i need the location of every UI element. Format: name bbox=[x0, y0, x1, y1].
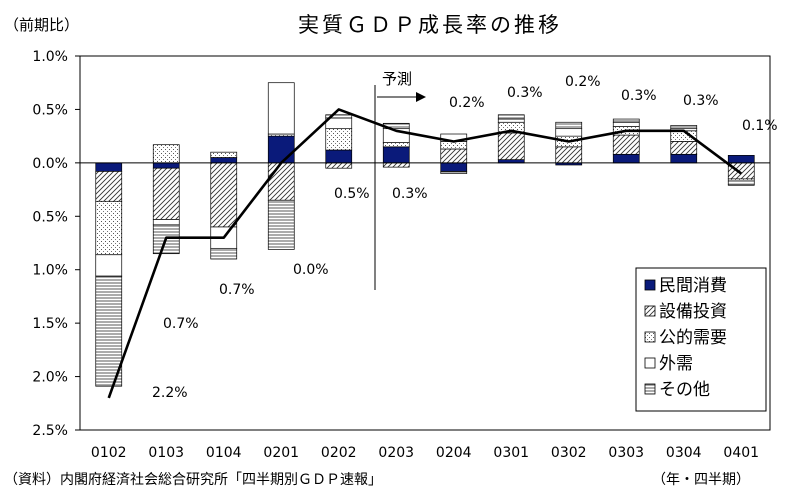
bar-segment bbox=[497, 118, 525, 123]
y-tick-label: 0.5% bbox=[32, 102, 68, 118]
data-label: 0.7% bbox=[219, 282, 255, 298]
bar-segment bbox=[670, 125, 698, 130]
y-tick-label: 1.0% bbox=[32, 49, 68, 65]
bar-segment bbox=[727, 183, 755, 186]
legend-swatch bbox=[644, 305, 656, 317]
bar-segment bbox=[382, 162, 410, 168]
y-tick-label: 2.5% bbox=[32, 423, 68, 439]
bar-segment bbox=[612, 153, 640, 164]
bar-segment bbox=[382, 142, 410, 148]
data-label: 0.3% bbox=[392, 186, 428, 202]
legend-swatch bbox=[644, 279, 656, 291]
y-tick-label: 0.5% bbox=[32, 209, 68, 225]
x-tick-label: 0301 bbox=[493, 445, 529, 461]
bar-segment bbox=[152, 219, 180, 226]
forecast-arrow-head bbox=[416, 92, 426, 102]
x-tick-label: 0104 bbox=[206, 445, 242, 461]
legend-swatch bbox=[644, 357, 656, 369]
bar-segment bbox=[382, 146, 410, 164]
x-tick-label: 0401 bbox=[723, 445, 759, 461]
legend-label: 外需 bbox=[659, 354, 693, 374]
total-growth-line bbox=[107, 108, 743, 399]
bar-segment bbox=[555, 146, 583, 164]
bar-segment bbox=[325, 128, 353, 151]
chart-title: 実質ＧＤＰ成長率の推移 bbox=[298, 13, 562, 37]
bar-segment bbox=[440, 148, 468, 164]
bar-segment bbox=[670, 141, 698, 155]
data-label: 0.3% bbox=[683, 93, 719, 109]
y-tick-label: 1.0% bbox=[32, 263, 68, 279]
x-tick-label: 0304 bbox=[666, 445, 702, 461]
x-unit-label: （年・四半期） bbox=[652, 472, 750, 488]
legend-swatch bbox=[644, 383, 656, 395]
bar-segment bbox=[727, 155, 755, 164]
bar-segment bbox=[210, 151, 238, 158]
legend-swatch bbox=[644, 331, 656, 343]
data-label: 0.3% bbox=[507, 85, 543, 101]
bar-segment bbox=[555, 121, 583, 130]
bar-segment bbox=[325, 149, 353, 164]
x-tick-label: 0102 bbox=[91, 445, 127, 461]
bar-segment bbox=[670, 153, 698, 164]
legend-label: 公的需要 bbox=[659, 328, 727, 348]
x-tick-label: 0202 bbox=[321, 445, 357, 461]
legend-label: 民間消費 bbox=[659, 276, 727, 296]
bar-segment bbox=[325, 114, 353, 119]
bar-segment bbox=[267, 162, 295, 201]
unit-label: （前期比） bbox=[4, 16, 79, 34]
bar-segment bbox=[152, 144, 180, 164]
x-tick-label: 0204 bbox=[436, 445, 472, 461]
data-label: 0.2% bbox=[449, 95, 485, 111]
bar-segment bbox=[267, 135, 295, 164]
bar-segment bbox=[95, 162, 123, 172]
bar-segment bbox=[95, 171, 123, 202]
bar-segment bbox=[210, 162, 238, 228]
data-label: 0.7% bbox=[163, 316, 199, 332]
bar-segment bbox=[440, 162, 468, 172]
data-label: 0.0% bbox=[293, 262, 329, 278]
bar-segment bbox=[95, 200, 123, 256]
legend-label: その他 bbox=[659, 380, 710, 400]
bar-segment bbox=[267, 82, 295, 135]
x-tick-label: 0302 bbox=[551, 445, 587, 461]
x-tick-label: 0201 bbox=[263, 445, 299, 461]
bar-segment bbox=[612, 134, 640, 155]
bar-segment bbox=[727, 180, 755, 185]
bar-segment bbox=[612, 121, 640, 127]
y-tick-label: 0.0% bbox=[32, 156, 68, 172]
bar-segment bbox=[267, 199, 295, 250]
x-tick-label: 0303 bbox=[608, 445, 644, 461]
legend-label: 設備投資 bbox=[659, 302, 727, 322]
data-label: 0.5% bbox=[334, 186, 370, 202]
data-label: 0.1% bbox=[742, 118, 778, 134]
y-tick-label: 1.5% bbox=[32, 316, 68, 332]
bar-segment bbox=[497, 114, 525, 120]
x-tick-label: 0203 bbox=[378, 445, 414, 461]
bar-segment bbox=[497, 132, 525, 161]
bar-segment bbox=[152, 162, 180, 169]
bar-segment bbox=[152, 167, 180, 220]
forecast-label: 予測 bbox=[382, 70, 412, 88]
bar-segment bbox=[555, 128, 583, 137]
data-label: 0.2% bbox=[565, 74, 601, 90]
source-note: （資料）内閣府経済社会総合研究所「四半期別ＧＤＰ速報」 bbox=[4, 472, 382, 488]
bar-segment bbox=[95, 254, 123, 277]
bar-segment bbox=[95, 275, 123, 387]
bar-segment bbox=[612, 118, 640, 123]
x-tick-label: 0103 bbox=[148, 445, 184, 461]
bar-segment bbox=[440, 171, 468, 174]
bar-segment bbox=[210, 247, 238, 260]
data-label: 2.2% bbox=[152, 385, 188, 401]
y-tick-label: 2.0% bbox=[32, 370, 68, 386]
bar-segment bbox=[210, 157, 238, 164]
bar-segment bbox=[325, 162, 353, 169]
plot-area bbox=[79, 55, 771, 431]
data-label: 0.3% bbox=[621, 88, 657, 104]
